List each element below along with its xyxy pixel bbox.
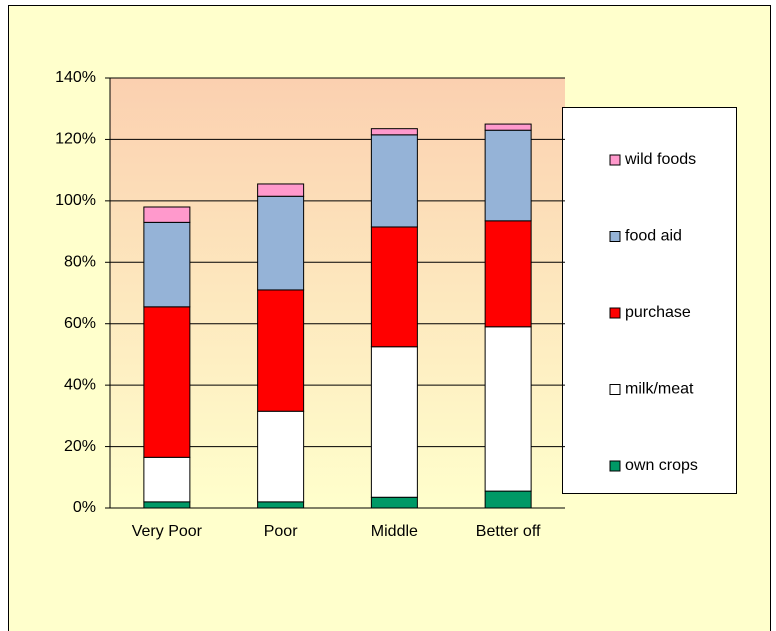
bar-segment xyxy=(257,410,305,503)
bar-segment xyxy=(143,456,191,503)
legend-swatch xyxy=(609,384,621,395)
y-tick-label: 20% xyxy=(64,438,96,455)
bar-segment xyxy=(143,206,191,223)
x-tick-label: Very Poor xyxy=(132,523,203,540)
bar-segment xyxy=(370,134,418,228)
legend-label: wild foods xyxy=(624,151,696,168)
x-tick-label: Poor xyxy=(264,523,298,540)
legend-label: milk/meat xyxy=(625,381,694,398)
legend-label: purchase xyxy=(625,304,691,321)
legend-swatch xyxy=(609,231,621,242)
bar-segment xyxy=(143,501,191,509)
legend-swatch xyxy=(609,307,621,319)
y-tick-label: 40% xyxy=(64,376,96,393)
bar-segment xyxy=(484,220,532,328)
bar-segment xyxy=(484,129,532,222)
bar-segment xyxy=(484,123,532,131)
bar-segment xyxy=(257,289,305,412)
bar-segment xyxy=(484,326,532,492)
bar-segment xyxy=(257,501,305,509)
bar-segment xyxy=(370,496,418,509)
bar-segment xyxy=(370,128,418,136)
y-tick-label: 120% xyxy=(55,131,96,148)
y-tick-label: 0% xyxy=(73,499,96,516)
bar-segment xyxy=(257,195,305,291)
y-tick-label: 100% xyxy=(55,192,96,209)
legend xyxy=(562,107,737,494)
bar-segment xyxy=(484,490,532,509)
bar-segment xyxy=(143,221,191,308)
bar-segment xyxy=(370,346,418,498)
y-tick-label: 140% xyxy=(55,69,96,86)
legend-swatch xyxy=(609,154,621,166)
y-tick-label: 60% xyxy=(64,315,96,332)
bar-segment xyxy=(143,306,191,458)
y-tick-label: 80% xyxy=(64,254,96,271)
x-tick-label: Middle xyxy=(371,523,418,540)
legend-label: food aid xyxy=(625,228,682,245)
legend-swatch xyxy=(609,460,621,472)
x-tick-label: Better off xyxy=(476,523,541,540)
legend-label: own crops xyxy=(625,457,698,474)
bar-segment xyxy=(257,183,305,197)
bar-segment xyxy=(370,226,418,348)
